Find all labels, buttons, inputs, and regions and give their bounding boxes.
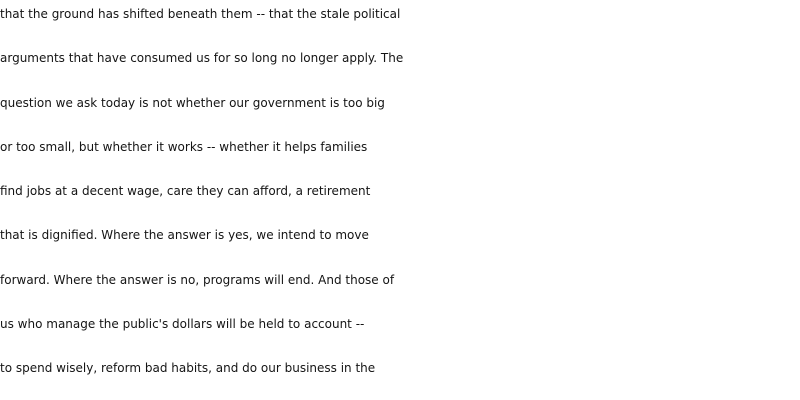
text-line: to spend wisely, reform bad habits, and …: [0, 361, 376, 376]
text-line: or too small, but whether it works -- wh…: [0, 139, 368, 154]
text-line: question we ask today is not whether our…: [0, 95, 385, 110]
text-line: that the ground has shifted beneath them…: [0, 7, 401, 21]
text-line: us who manage the public's dollars will …: [0, 317, 365, 332]
text-line: find jobs at a decent wage, care they ca…: [0, 184, 371, 199]
text-line: forward. Where the answer is no, program…: [0, 272, 395, 287]
text-line: that is dignified. Where the answer is y…: [0, 228, 369, 243]
text-line: arguments that have consumed us for so l…: [0, 51, 404, 66]
